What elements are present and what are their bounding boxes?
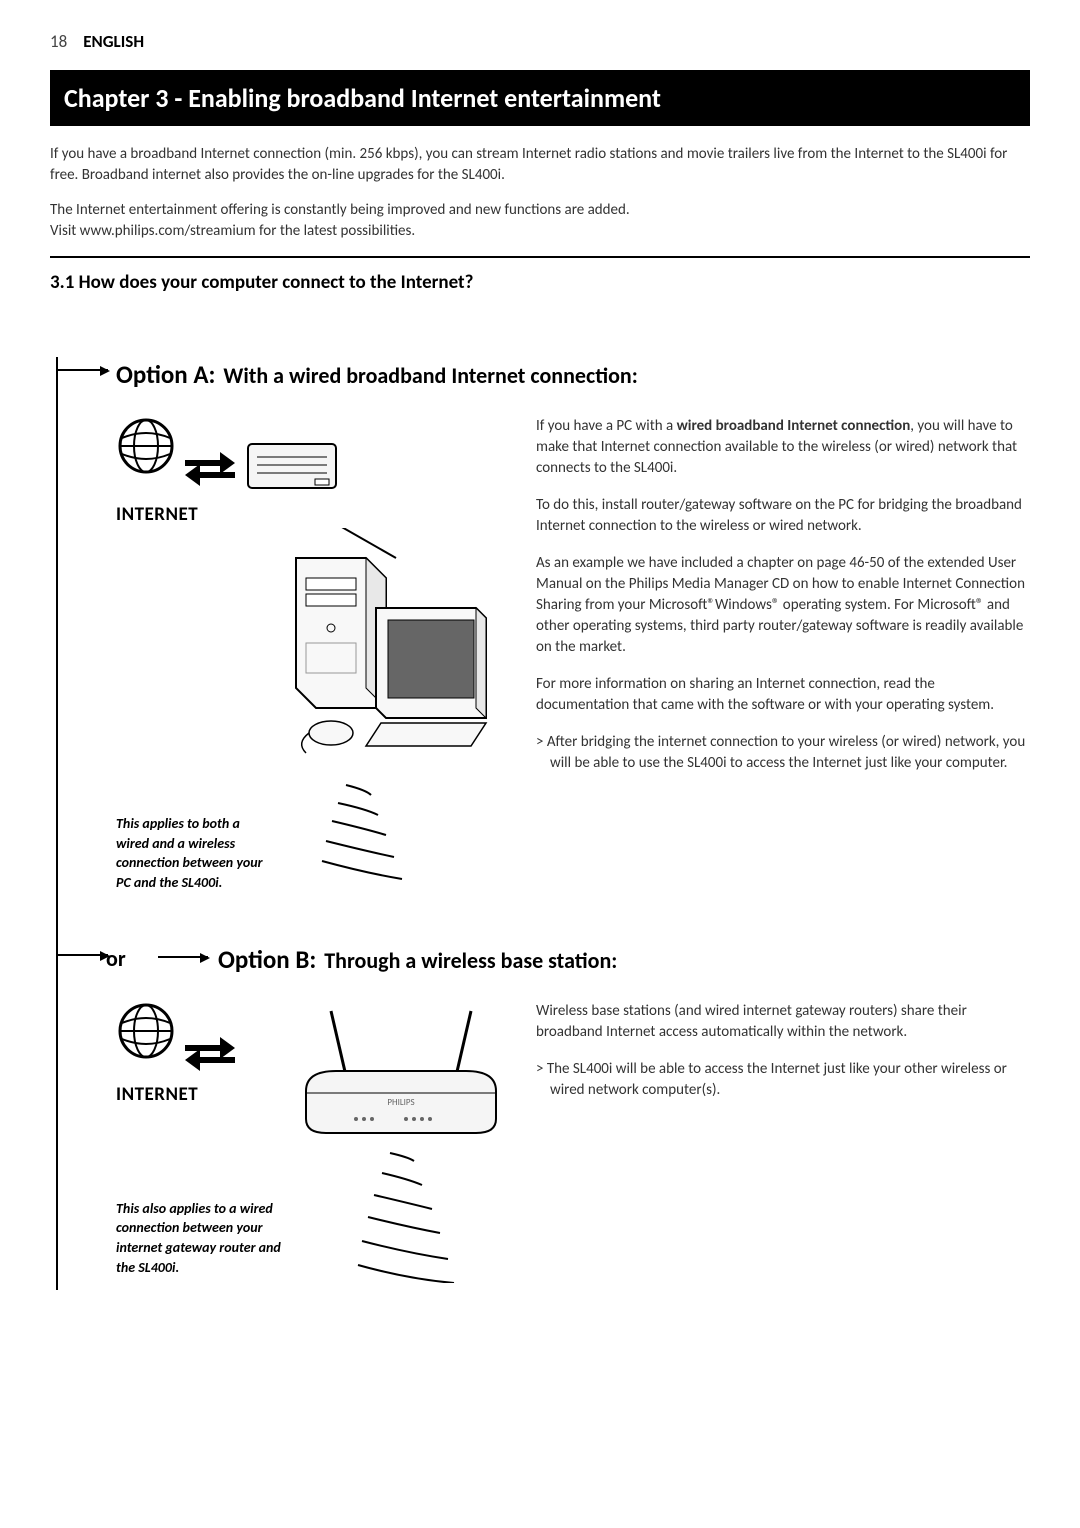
option-a-p4: For more information on sharing an Inter… [536, 674, 1030, 716]
option-a-p3: As an example we have included a chapter… [536, 553, 1030, 658]
page-header: 18 ENGLISH [50, 30, 1030, 54]
wifi-waves-icon [316, 775, 496, 892]
internet-label: INTERNET [116, 502, 506, 529]
option-b-branch: or Option B: Through a wireless base sta… [58, 942, 1030, 1290]
branch-arrow-icon [58, 954, 108, 956]
page-language: ENGLISH [83, 30, 144, 54]
option-b-title: Option B: Through a wireless base statio… [218, 942, 1030, 977]
wifi-waves-icon [356, 1143, 506, 1290]
option-b-p1: Wireless base stations (and wired intern… [536, 1001, 1030, 1043]
globe-icon [116, 416, 176, 476]
branch-arrow-icon [58, 369, 108, 371]
option-a-title: Option A: With a wired broadband Interne… [116, 357, 1030, 392]
option-a-p2: To do this, install router/gateway softw… [536, 495, 1030, 537]
chapter-title: Chapter 3 - Enabling broadband Internet … [64, 82, 661, 114]
option-a-branch: Option A: With a wired broadband Interne… [58, 357, 1030, 893]
bidirectional-arrows-icon [185, 448, 235, 497]
section-divider [50, 256, 1030, 258]
option-a-text: If you have a PC with a wired broadband … [536, 416, 1030, 893]
section-title: 3.1 How does your computer connect to th… [50, 270, 1030, 297]
branch-arrow-icon [158, 956, 208, 958]
intro-block: If you have a broadband Internet connect… [50, 144, 1030, 242]
option-b-caption: This also applies to a wired connection … [116, 1199, 286, 1277]
globe-icon [116, 1001, 176, 1061]
option-b-p2: > The SL400i will be able to access the … [536, 1059, 1030, 1101]
option-b-text: Wireless base stations (and wired intern… [536, 1001, 1030, 1290]
option-a-caption: This applies to both a wired and a wirel… [116, 814, 276, 892]
option-b-diagram: INTERNET This also applies to a wired co… [116, 1001, 506, 1290]
svg-text:PHILIPS: PHILIPS [387, 1097, 414, 1108]
modem-box-icon [247, 443, 337, 502]
intro-paragraph-1: If you have a broadband Internet connect… [50, 144, 1030, 186]
options-tree: Option A: With a wired broadband Interne… [56, 357, 1030, 1291]
chapter-title-bar: Chapter 3 - Enabling broadband Internet … [50, 70, 1030, 126]
option-a-p1: If you have a PC with a wired broadband … [536, 416, 1030, 479]
internet-label: INTERNET [116, 1082, 286, 1109]
page-number: 18 [50, 30, 67, 54]
or-label: or [106, 944, 126, 975]
intro-paragraph-2: The Internet entertainment offering is c… [50, 200, 1030, 242]
option-a-diagram: INTERNET This applies to both a wired an… [116, 416, 506, 893]
bidirectional-arrows-icon [185, 1033, 235, 1082]
option-a-p5: > After bridging the internet connection… [536, 732, 1030, 774]
